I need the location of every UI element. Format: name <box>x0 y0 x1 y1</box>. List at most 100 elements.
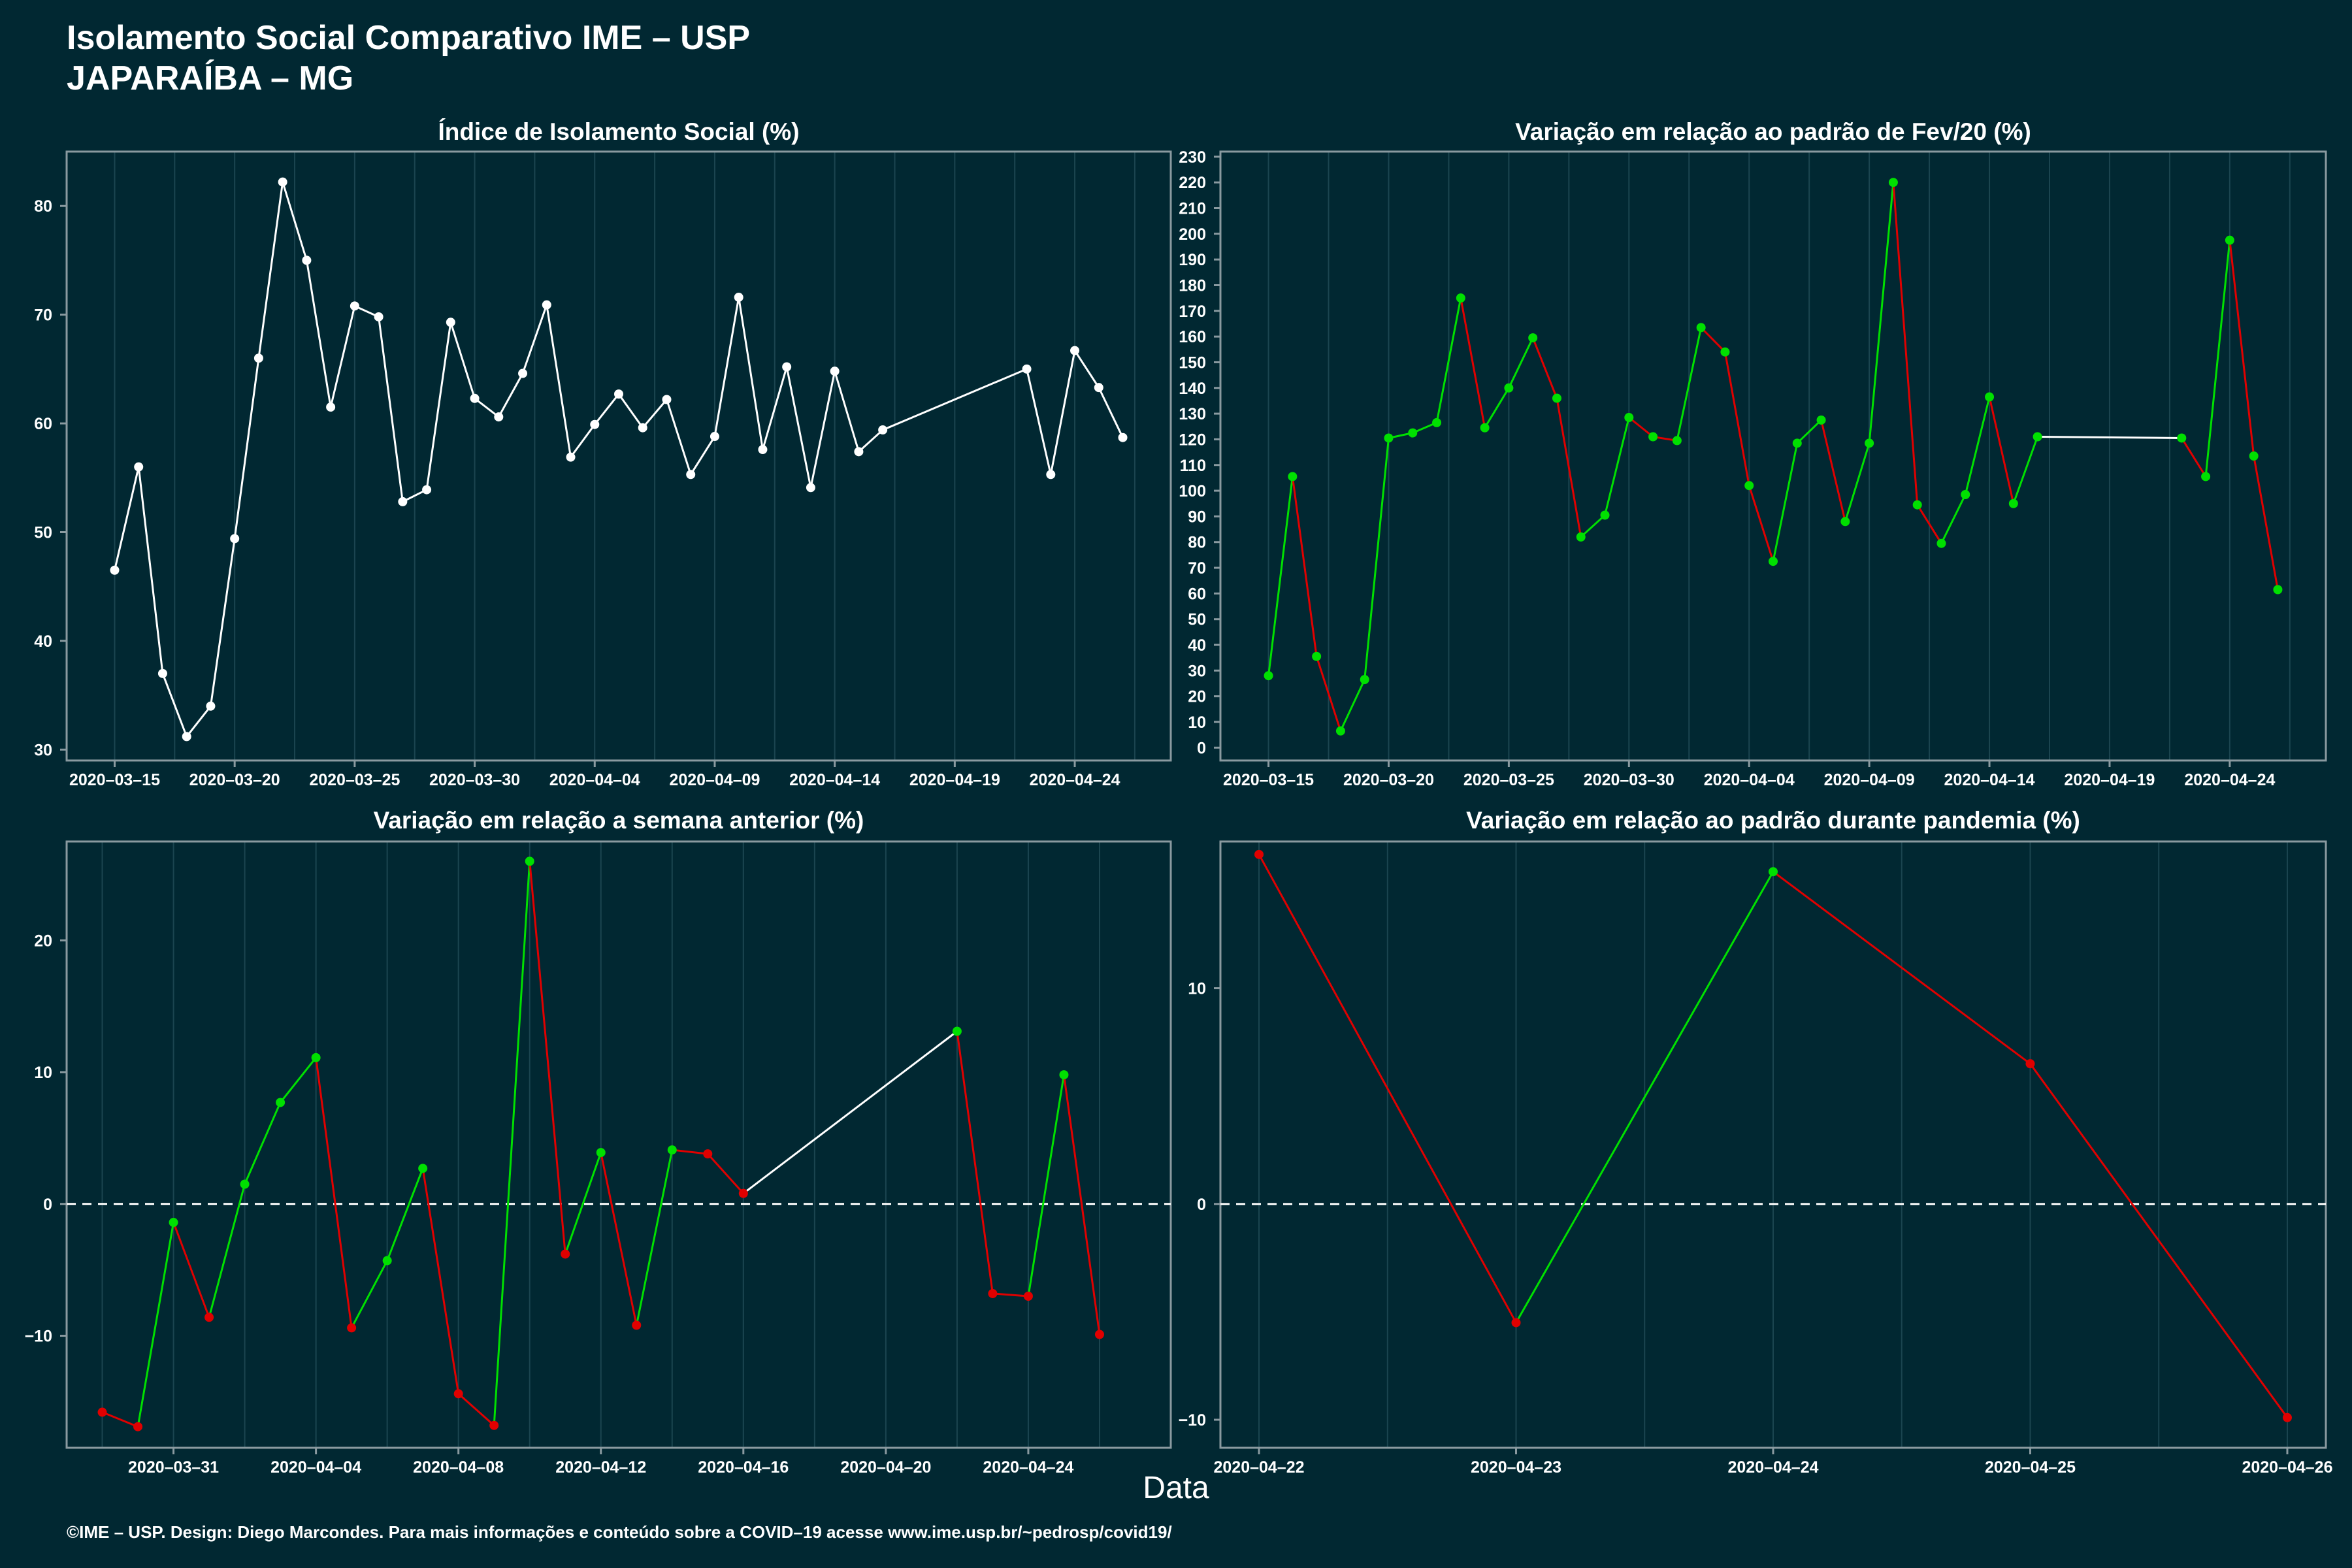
series-segment <box>1844 442 1870 522</box>
y-tick-label: 30 <box>1188 662 1206 680</box>
series-segment <box>1820 419 1846 522</box>
data-point <box>1576 532 1586 542</box>
series-segment <box>329 305 356 408</box>
data-point <box>596 1148 606 1158</box>
series-segment <box>1748 485 1774 562</box>
data-point <box>1816 415 1826 425</box>
data-point <box>347 1323 357 1333</box>
data-point <box>1456 293 1465 303</box>
series-segment <box>1723 351 1750 486</box>
series-segment <box>1892 182 1919 505</box>
series-segment <box>594 393 620 425</box>
x-tick-label: 2020–04–23 <box>1471 1458 1561 1477</box>
data-point <box>1288 472 1298 482</box>
y-tick-label: −10 <box>1179 1411 1206 1429</box>
x-tick-label: 2020–04–19 <box>2064 771 2155 789</box>
data-point <box>350 301 359 311</box>
data-point <box>240 1179 250 1189</box>
x-tick-label: 2020–03–30 <box>1584 771 1674 789</box>
y-tick-label: 190 <box>1179 251 1206 269</box>
y-tick-label: 210 <box>1179 200 1206 218</box>
data-point <box>1552 393 1561 403</box>
panel-title: Índice de Isolamento Social (%) <box>438 118 799 145</box>
data-point <box>489 1420 499 1430</box>
y-tick-label: −10 <box>25 1328 52 1346</box>
x-tick-label: 2020–04–04 <box>549 771 640 789</box>
y-tick-label: 10 <box>34 1064 52 1082</box>
series-segment <box>1062 1074 1101 1335</box>
data-point <box>97 1407 107 1417</box>
series-segment <box>2037 436 2182 439</box>
series-segment <box>2012 436 2039 504</box>
data-point <box>1504 383 1514 393</box>
data-point <box>854 447 864 457</box>
series-segment <box>1988 397 2015 504</box>
data-point <box>710 432 719 442</box>
data-point <box>988 1288 998 1298</box>
data-point <box>133 1422 143 1431</box>
series-segment <box>172 1222 210 1318</box>
data-point <box>638 423 647 433</box>
data-point <box>1865 438 1874 448</box>
data-point <box>1070 346 1080 355</box>
series-segment <box>209 538 236 706</box>
data-point <box>278 177 287 187</box>
plot-frame <box>65 840 1172 1449</box>
data-point <box>878 425 888 435</box>
series-segment <box>474 397 500 418</box>
series-segment <box>1868 182 1895 444</box>
data-point <box>2008 498 2018 508</box>
series-segment <box>600 1152 638 1326</box>
series-segment <box>1556 398 1582 538</box>
series-segment <box>2253 455 2279 590</box>
series-segment <box>101 1411 139 1428</box>
series-segment <box>244 1102 282 1185</box>
x-tick-label: 2020–04–09 <box>669 771 760 789</box>
series-segment <box>1435 297 1462 423</box>
series-segment <box>386 1168 424 1262</box>
data-point <box>1600 510 1610 520</box>
series-segment <box>1628 416 1654 438</box>
series-segment <box>425 322 452 490</box>
series-segment <box>161 673 188 737</box>
data-point <box>1769 867 1778 877</box>
series-segment <box>1531 337 1558 399</box>
data-point <box>1840 517 1850 527</box>
x-tick-label: 2020–04–24 <box>2184 771 2275 789</box>
series-segment <box>785 367 812 488</box>
series-segment <box>689 436 716 476</box>
data-point <box>686 470 696 480</box>
data-point <box>1118 433 1128 442</box>
data-point <box>614 389 623 399</box>
y-tick-label: 120 <box>1179 431 1206 449</box>
x-tick-label: 2020–03–31 <box>128 1458 219 1477</box>
y-tick-label: 110 <box>1180 457 1206 475</box>
series-segment <box>137 466 164 674</box>
series-segment <box>457 1393 495 1426</box>
y-tick-label: 40 <box>1188 636 1206 655</box>
series-segment <box>1772 443 1799 562</box>
data-point <box>738 1188 748 1198</box>
data-point <box>566 452 576 462</box>
x-tick-label: 2020–04–16 <box>698 1458 789 1477</box>
data-point <box>2177 433 2187 443</box>
data-point <box>1912 500 1922 510</box>
series-segment <box>1049 350 1076 475</box>
chart-panel-variacao-fev20: Variação em relação ao padrão de Fev/20 … <box>1179 118 2327 789</box>
data-point <box>1744 481 1754 491</box>
y-tick-label: 80 <box>1188 534 1206 552</box>
series-segment <box>1098 387 1124 438</box>
series-segment <box>713 297 740 437</box>
series-segment <box>666 399 692 475</box>
series-segment <box>1484 387 1510 429</box>
x-tick-label: 2020–03–30 <box>429 771 520 789</box>
x-tick-label: 2020–04–14 <box>1944 771 2035 789</box>
series-segment <box>858 429 884 453</box>
data-point <box>1046 470 1056 480</box>
y-tick-label: 180 <box>1179 276 1206 295</box>
y-tick-label: 160 <box>1179 328 1206 346</box>
data-point <box>382 1256 392 1266</box>
y-tick-label: 170 <box>1179 302 1206 321</box>
data-point <box>398 497 408 506</box>
